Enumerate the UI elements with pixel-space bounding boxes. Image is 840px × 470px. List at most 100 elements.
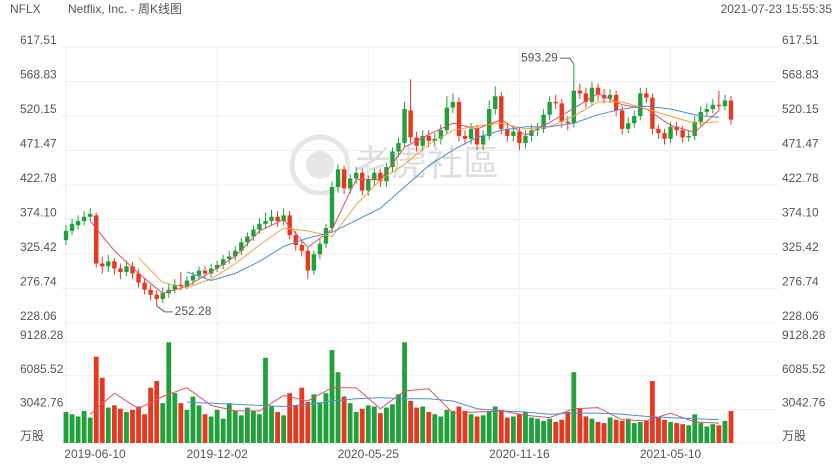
- candle-body: [402, 109, 407, 144]
- candle-body: [583, 93, 589, 102]
- volume-bar: [710, 424, 716, 443]
- volume-bar: [643, 420, 649, 443]
- volume-bar: [468, 414, 474, 443]
- candle-body: [589, 87, 595, 102]
- candle-body: [390, 151, 395, 168]
- candle-body: [426, 135, 431, 141]
- volume-bar: [510, 416, 516, 443]
- volume-bar: [698, 423, 704, 443]
- candle-body: [716, 104, 722, 107]
- high-pointer: [559, 57, 575, 65]
- volume-bar: [408, 400, 413, 443]
- volume-bar: [595, 421, 601, 443]
- candle-body: [571, 90, 577, 124]
- candle-body: [233, 250, 238, 257]
- volume-bar: [293, 405, 299, 443]
- volume-bar: [371, 406, 377, 443]
- volume-tick-label: 3042.76: [20, 396, 64, 410]
- volume-bar: [662, 419, 667, 443]
- volume-bar: [716, 425, 722, 443]
- volume-bar: [160, 403, 166, 443]
- volume-tick-label: 万股: [20, 429, 44, 443]
- volume-bar: [63, 412, 69, 443]
- volume-bar: [329, 350, 335, 443]
- ma-line: [89, 92, 720, 294]
- volume-bar: [504, 417, 510, 443]
- volume-bar: [456, 406, 462, 443]
- low-label: 252.28: [175, 304, 212, 318]
- y-tick-label-right: 374.10: [782, 206, 819, 220]
- candle-body: [227, 256, 232, 260]
- volume-bar: [637, 421, 643, 443]
- volume-bar: [619, 420, 625, 443]
- candle-body: [269, 216, 274, 221]
- volume-bar: [232, 410, 238, 443]
- volume-bar: [220, 418, 226, 443]
- low-pointer: [156, 305, 173, 313]
- volume-bar: [75, 416, 81, 443]
- ma-line: [138, 101, 719, 289]
- y-tick-label: 568.83: [20, 68, 57, 82]
- volume-bar: [559, 419, 565, 443]
- candle-body: [644, 93, 649, 98]
- candle-body: [106, 261, 111, 267]
- candle-body: [638, 93, 643, 117]
- x-tick-label: 2019-12-02: [186, 447, 248, 461]
- volume-bar: [384, 407, 389, 443]
- candle-body: [384, 167, 389, 182]
- volume-bar: [335, 372, 341, 443]
- candle-body: [728, 100, 734, 120]
- volume-bar: [305, 402, 311, 443]
- x-tick-label: 2020-05-25: [338, 447, 400, 461]
- volume-bar: [486, 410, 492, 443]
- volume-bar: [287, 393, 293, 443]
- volume-bar: [178, 403, 184, 443]
- candle-body: [474, 128, 480, 145]
- y-tick-label: 471.47: [20, 137, 57, 151]
- candle-body: [184, 280, 190, 287]
- candle-body: [499, 96, 504, 129]
- volume-bar: [553, 421, 559, 443]
- volume-bar: [99, 377, 105, 443]
- volume-bar: [299, 387, 305, 443]
- volume-bar: [517, 414, 522, 443]
- volume-bar: [130, 409, 135, 443]
- candle-body: [190, 275, 196, 281]
- watermark-logo: [289, 134, 351, 196]
- candle-body: [172, 284, 178, 290]
- volume-bar: [184, 409, 190, 443]
- y-tick-label: 617.51: [20, 33, 57, 47]
- y-tick-label: 422.78: [20, 171, 57, 185]
- volume-bar: [686, 425, 692, 443]
- volume-bar: [426, 412, 432, 443]
- candle-body: [480, 135, 486, 145]
- candle-body: [505, 128, 510, 136]
- candle-body: [124, 266, 129, 273]
- volume-bar: [317, 403, 323, 443]
- high-label: 593.29: [521, 50, 558, 64]
- volume-bar: [438, 416, 444, 443]
- candle-body: [245, 236, 250, 243]
- volume-bar: [613, 419, 619, 443]
- volume-bar: [87, 417, 93, 443]
- volume-bar: [535, 418, 540, 443]
- candle-body: [75, 220, 81, 226]
- candle-body: [553, 101, 558, 104]
- candle-body: [438, 130, 444, 139]
- candle-body: [517, 131, 522, 144]
- candle-body: [329, 186, 335, 229]
- stock-name: Netflix, Inc. - 周K线图: [68, 2, 182, 16]
- volume-bar: [377, 413, 383, 443]
- volume-bar: [565, 412, 571, 443]
- candle-body: [87, 213, 93, 217]
- volume-bar: [257, 414, 262, 443]
- volume-bar: [263, 357, 268, 443]
- candle-body: [378, 172, 383, 182]
- volume-bar: [432, 414, 438, 443]
- y-tick-label-right: 422.78: [782, 171, 819, 185]
- datetime: 2021-07-23 15:55:35: [721, 2, 833, 16]
- volume-bar: [402, 342, 407, 443]
- volume-bar: [154, 381, 160, 443]
- candle-body: [293, 235, 298, 246]
- volume-bar: [631, 423, 637, 443]
